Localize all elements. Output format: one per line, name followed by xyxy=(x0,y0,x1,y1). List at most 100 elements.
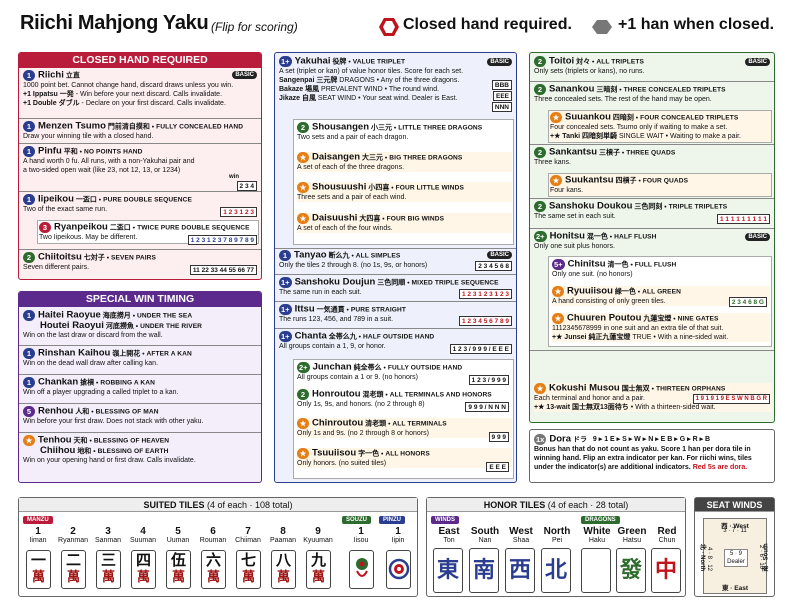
yaku-daisuushi: ★ Daisuushi 大四喜 • FOUR BIG WINDS A set of… xyxy=(297,213,512,233)
han-badge: 2 xyxy=(534,147,546,158)
manzu-label-2: 2 Ryanman xyxy=(56,526,90,545)
yaku-name: Yakuhai xyxy=(294,56,331,67)
star-icon: ★ xyxy=(297,448,309,459)
tile-reading: Haku xyxy=(588,537,606,544)
yaku-shousuushi: ★ Shousuushi 小四喜 • FOUR LITTLE WINDS Thre… xyxy=(297,182,512,202)
yaku-kanji: 小四喜 xyxy=(368,184,390,192)
yaku-name: Chiitoitsu xyxy=(38,252,82,263)
double-kanji: ダブル xyxy=(58,100,80,107)
wind-label-3: North Pei xyxy=(538,526,576,545)
yaku-sub: • FULLY OUTSIDE HAND xyxy=(381,364,463,372)
right-section: 2 Toitoi 対々 • ALL TRIPLETS Only sets (tri… xyxy=(529,52,775,423)
yaku-name: Ryanpeikou xyxy=(54,221,108,233)
tile-wan: 萬 xyxy=(101,570,115,585)
manzu-label-8: 8 Paaman xyxy=(266,526,300,545)
thirteen-wait-label: +★ 13-wait xyxy=(534,404,571,411)
yaku-kanji: 混一色 xyxy=(586,233,608,241)
winds-label: WINDS xyxy=(431,516,459,524)
middle-section: 1+ Yakuhai 役牌 • VALUE TRIPLET A set (trip… xyxy=(274,52,517,483)
yaku-chiitoitsu: 2 Chiitoitsu 七対子 • SEVEN PAIRS Seven diff… xyxy=(23,252,259,272)
yaku-kanji: 純全帯么 xyxy=(353,364,382,372)
thirteen-wait-kanji: 国士無双13面待ち xyxy=(572,404,629,411)
yaku-desc: Only honors. (no suited tiles) xyxy=(297,460,387,467)
closed-hand-section: CLOSED HAND REQUIRED BASIC 1 Riichi 立直 10… xyxy=(18,52,262,280)
yaku-menzen-tsumo: 1 Menzen Tsumo 門前清自摸和 • FULLY CONCEALED H… xyxy=(23,121,259,141)
yaku-desc: Two Iipeikous. May be different. xyxy=(39,234,138,241)
example-tiles: 2 3 4 5 6 8 xyxy=(475,261,512,271)
example-tiles: 11 22 33 44 55 66 77 xyxy=(189,265,257,275)
manzu-label-1: 1 Iiman xyxy=(21,526,55,545)
yaku-desc: Three sets and a pair of each wind. xyxy=(297,194,407,201)
yaku-sub2: • UNDER THE RIVER xyxy=(133,323,203,330)
tile-kanji: 七 xyxy=(240,551,256,569)
example-tiles: 9 9 9 xyxy=(488,432,509,442)
yaku-name: Chuuren Poutou xyxy=(567,313,642,324)
yaku-chanta: 1+ Chanta 全帯么九 • HALF OUTSIDE HAND All gr… xyxy=(279,331,514,351)
tile-number: 7 xyxy=(245,526,251,537)
han-badge: 2+ xyxy=(297,362,310,373)
tile-reading: Pei xyxy=(551,537,563,544)
yaku-desc: Seven different pairs. xyxy=(23,264,90,271)
yaku-name: Toitoi xyxy=(549,56,575,67)
yaku-kanji: 一気通貫 xyxy=(316,306,345,314)
yaku-name: Dora xyxy=(549,434,571,445)
yaku-name: Chinitsu xyxy=(567,259,606,270)
star-icon: ★ xyxy=(297,182,309,193)
yaku-sub: • TRIPLE TRIPLETS xyxy=(662,203,728,211)
manzu-tile-9: 九萬 xyxy=(306,550,331,589)
yaku-desc: A set (triplet or kan) of value honor ti… xyxy=(279,68,464,75)
yaku-kanji: 海底撈月 xyxy=(102,312,131,320)
yaku-desc: Win on the last draw or discard from the… xyxy=(23,332,163,339)
dora-section: 1x Dora ドラ 9 ▸ 1 E ▸ S ▸ W ▸ N ▸ E B ▸ G … xyxy=(529,429,775,483)
tile-wan: 萬 xyxy=(171,570,185,585)
suited-sub: (4 of each · 108 total) xyxy=(206,500,293,510)
tanki-kanji: 四暗刻単騎 xyxy=(582,133,618,140)
yaku-kanji: 二盃口 xyxy=(109,224,131,232)
han-badge: 2 xyxy=(534,56,546,67)
tile-reading: Iisou xyxy=(353,537,369,544)
star-icon: ★ xyxy=(534,383,546,394)
yaku-kanji: 門前清自摸和 xyxy=(107,123,150,131)
header: Riichi Mahjong Yaku (Flip for scoring) C… xyxy=(20,10,780,38)
han-badge: 1 xyxy=(23,377,35,388)
han-badge: 1 xyxy=(23,194,35,205)
tile-kanji: 四 xyxy=(135,551,151,569)
yaku-desc: Only one suit plus honors. xyxy=(534,243,615,250)
ippatsu-kanji: 一発 xyxy=(59,91,74,98)
tile-number: 5 xyxy=(175,526,181,537)
yaku-desc: Win off a player upgrading a called trip… xyxy=(23,389,179,396)
yaku-kanji: 三暗刻 xyxy=(596,86,618,94)
yaku-riichi: 1 Riichi 立直 1000 point bet. Cannot change… xyxy=(23,70,259,108)
yaku-name: Honitsu xyxy=(549,231,585,242)
yaku-name: Menzen Tsumo xyxy=(38,121,106,132)
yaku-tenhou: ★ Tenhou 天和 • BLESSING OF HEAVEN Chiihou … xyxy=(23,435,259,465)
example-tiles: 1 2 3 4 5 6 7 8 9 xyxy=(459,316,512,326)
manzu-label: MANZU xyxy=(23,516,53,524)
yaku-desc: Win before your first draw. Does not sta… xyxy=(23,418,204,425)
seat-west: 西 · West xyxy=(721,523,749,530)
yaku-sub: • NO POINTS HAND xyxy=(77,148,143,156)
yaku-sub: • FULLY CONCEALED HAND xyxy=(149,123,244,131)
example-tiles: EEE xyxy=(492,91,512,101)
manzu-label-4: 4 Suuman xyxy=(126,526,160,545)
han-badge: 1+ xyxy=(279,304,292,315)
manzu-tile-6: 六萬 xyxy=(201,550,226,589)
wind-tile-2: 西 xyxy=(505,548,535,593)
yaku-sub: • PURE DOUBLE SEQUENCE xyxy=(96,196,192,204)
tile-kanji: 八 xyxy=(275,551,291,569)
star-icon: ★ xyxy=(552,313,564,324)
double-label: +1 Double xyxy=(23,100,57,107)
tile-number: 3 xyxy=(105,526,111,537)
han-badge: 1 xyxy=(23,348,35,359)
han-badge: 2 xyxy=(534,84,546,95)
yaku-honitsu: 2+ Honitsu 混一色 • HALF FLUSH Only one suit… xyxy=(534,231,772,251)
basic-badge: BASIC xyxy=(232,71,257,79)
yaku-sub: • ALL TERMINALS xyxy=(386,420,447,428)
yaku-kanji: 全帯么九 xyxy=(328,333,357,341)
tile-reading: Iipin xyxy=(391,537,405,544)
double-desc: - Declare on your first discard. Calls i… xyxy=(79,100,226,107)
manzu-label-7: 7 Chiiman xyxy=(231,526,265,545)
yaku-name: Rinshan Kaihou xyxy=(38,348,111,359)
han-badge: 1 xyxy=(23,70,35,81)
yaku-desc: Two sets and a pair of each dragon. xyxy=(297,134,409,141)
